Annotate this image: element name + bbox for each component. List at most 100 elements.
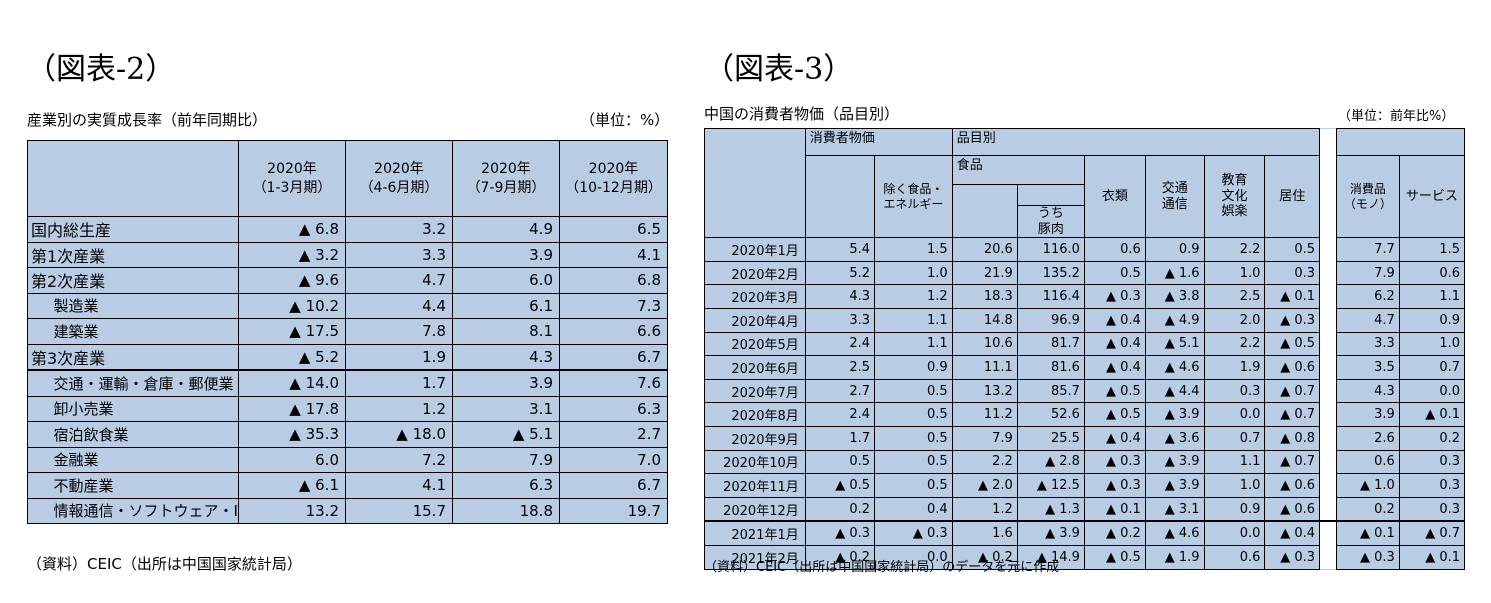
fig2-cell: ▲ 6.1	[238, 472, 346, 499]
fig3-header-transport: 交通 通信	[1144, 154, 1205, 239]
fig3-cell: 0.0	[1398, 378, 1466, 404]
fig3-cell: ▲ 0.3	[1264, 544, 1321, 570]
fig3-row: 2020年7月 2.7 0.5 13.2 85.7 ▲ 0.5 ▲ 4.4 0.3 ▲ 0.7 4…	[704, 378, 1466, 404]
fig3-cell: 1.0	[1398, 331, 1466, 357]
fig3-cell: ▲ 3.6	[1144, 425, 1205, 451]
fig3-cell: ▲ 3.9	[1144, 402, 1205, 427]
fig2-row-indent	[27, 446, 51, 473]
fig3-cell: 0.5	[874, 449, 953, 475]
fig3-cell: 0.5	[874, 473, 953, 498]
fig3-cell: 5.4	[804, 237, 876, 262]
fig3-cell: 0.2	[804, 496, 876, 522]
fig2-header-corner	[27, 140, 239, 217]
fig3-header-items: 品目別	[951, 128, 1321, 156]
fig3-gap	[1319, 128, 1337, 238]
fig2-cell: 6.3	[559, 395, 668, 422]
fig3-cell: 85.7	[1016, 378, 1085, 404]
fig3-cell: 0.6	[1203, 544, 1266, 570]
fig3-cell: 0.6	[1335, 449, 1400, 475]
fig2-row: 宿泊飲食業 ▲ 35.3 ▲ 18.0 ▲ 5.1 2.7	[27, 421, 668, 448]
fig3-cell: ▲ 0.8	[1264, 425, 1321, 451]
fig3-gap	[1319, 402, 1337, 427]
fig3-row-month: 2020年9月	[704, 425, 806, 451]
fig3-cell: 1.9	[1203, 355, 1266, 380]
fig3-unit: （単位：前年比%）	[1338, 109, 1455, 124]
fig3-cell: ▲ 3.9	[1144, 449, 1205, 475]
fig2-row-label: 建築業	[50, 318, 239, 345]
fig3-cell: 4.3	[804, 284, 876, 309]
fig3-cell: 81.6	[1016, 355, 1085, 380]
fig3-row: 2020年5月 2.4 1.1 10.6 81.7 ▲ 0.4 ▲ 5.1 2.2 ▲ 0.5 3…	[704, 331, 1466, 357]
fig2-cell: ▲ 9.6	[238, 267, 346, 294]
fig3-header-row-4: うち 豚肉	[705, 204, 1465, 239]
fig2-row-indent	[27, 395, 51, 422]
fig3-cell: ▲ 14.9	[1016, 544, 1085, 570]
fig3-cell: 4.7	[1335, 307, 1400, 333]
fig3-cell: 116.0	[1016, 237, 1085, 262]
fig3-row-month: 2020年5月	[704, 331, 806, 357]
fig3-cell: ▲ 0.1	[1264, 284, 1321, 309]
fig2-col-header: 2020年 （7-9月期）	[452, 140, 560, 217]
fig3-cell: ▲ 3.9	[1144, 473, 1205, 498]
fig3-cell: ▲ 2.0	[951, 473, 1018, 498]
fig3-cell: 1.5	[1398, 237, 1466, 262]
fig3-header-row-2: 除く食品・ エネルギー 食品 衣類 交通 通信 教育 文化 娯楽 居住 消費品 （モノ） サー…	[705, 154, 1466, 239]
fig3-cell: ▲ 0.3	[1264, 307, 1321, 333]
fig3-cell: 4.3	[1335, 378, 1400, 404]
fig3-table: 消費者物価 品目別 除く食品・ エネルギー 食品 衣類 交通 通信 教育 文化 娯楽 居住 消費…	[704, 127, 1466, 570]
fig3-row-month: 2020年6月	[704, 355, 806, 380]
fig2-unit: （単位：%）	[580, 111, 670, 129]
fig2-cell: 15.7	[345, 497, 453, 524]
fig2-row-label: 情報通信・ソフトウェア・IT	[50, 497, 239, 524]
fig3-cell: ▲ 0.4	[1083, 307, 1146, 333]
fig3-header-cpi: 消費者物価	[804, 128, 953, 156]
fig3-cell: ▲ 0.5	[1083, 378, 1146, 404]
fig3-row: 2021年2月 ▲ 0.2 0.0 ▲ 0.2 ▲ 14.9 ▲ 0.5 ▲ 1.9 0.6 ▲…	[704, 544, 1466, 570]
fig3-cell: 11.1	[951, 355, 1018, 380]
fig2-cell: 3.3	[345, 241, 453, 268]
fig3-cell: 21.9	[951, 260, 1018, 286]
fig3-row: 2020年2月 5.2 1.0 21.9 135.2 0.5 ▲ 1.6 1.0 0.3 7.9 0…	[704, 260, 1466, 286]
fig3-cell: 2.4	[804, 402, 876, 427]
fig2-cell: 7.0	[559, 446, 668, 473]
fig2-row: 国内総生産 ▲ 6.8 3.2 4.9 6.5	[27, 216, 668, 243]
fig3-cell: ▲ 0.5	[1264, 331, 1321, 357]
fig2-cell: 8.1	[452, 318, 560, 345]
fig3-cell: ▲ 0.4	[1083, 425, 1146, 451]
fig3-row-month: 2020年7月	[704, 378, 806, 404]
fig3-subtitle: 中国の消費者物価（品目別）	[704, 105, 900, 123]
fig3-cell: 7.7	[1335, 237, 1400, 262]
fig3-row: 2020年10月 0.5 0.5 2.2 ▲ 2.8 ▲ 0.3 ▲ 3.9 1.1 ▲ 0.7…	[704, 449, 1466, 475]
fig3-gap	[1319, 237, 1337, 262]
fig3-gap	[1319, 332, 1337, 356]
fig2-cell: 4.1	[559, 241, 668, 268]
fig3-cell: ▲ 0.2	[1083, 520, 1146, 546]
fig3-cell: 2.5	[804, 355, 876, 380]
fig3-cell: 0.7	[1203, 425, 1266, 451]
fig3-header-services: サービス	[1398, 154, 1466, 239]
fig3-cell: ▲ 0.2	[951, 544, 1018, 570]
fig2-row-label: 卸小売業	[50, 395, 239, 422]
fig2-row-indent	[27, 292, 51, 319]
fig3-cell: 52.6	[1016, 402, 1085, 427]
fig3-cell: 0.3	[1264, 260, 1321, 286]
fig3-cell: ▲ 0.1	[1398, 402, 1466, 427]
fig2-cell: 7.6	[559, 369, 668, 397]
fig3-cell: 0.2	[1335, 496, 1400, 522]
fig3-cell: ▲ 0.6	[1264, 496, 1321, 522]
fig2-row-label: 製造業	[50, 292, 239, 319]
fig2-cell: 4.3	[452, 343, 560, 371]
fig3-gap	[1319, 545, 1337, 569]
fig3-row-month: 2020年8月	[704, 402, 806, 427]
fig2-cell: 1.2	[345, 395, 453, 422]
fig3-cell: 7.9	[951, 425, 1018, 451]
fig2-cell: ▲ 3.2	[238, 241, 346, 268]
fig2-row: 卸小売業 ▲ 17.8 1.2 3.1 6.3	[27, 395, 668, 422]
fig3-cell: 3.3	[804, 307, 876, 333]
fig3-gap	[1319, 497, 1337, 522]
fig3-gap	[1319, 520, 1337, 546]
fig3-cell: ▲ 0.7	[1264, 449, 1321, 475]
fig3-row: 2020年11月 ▲ 0.5 0.5 ▲ 2.0 ▲ 12.5 ▲ 0.3 ▲ 3.9 1.0…	[704, 473, 1466, 498]
fig3-cell: ▲ 3.9	[1016, 520, 1085, 546]
fig2-cell: 6.0	[452, 267, 560, 294]
